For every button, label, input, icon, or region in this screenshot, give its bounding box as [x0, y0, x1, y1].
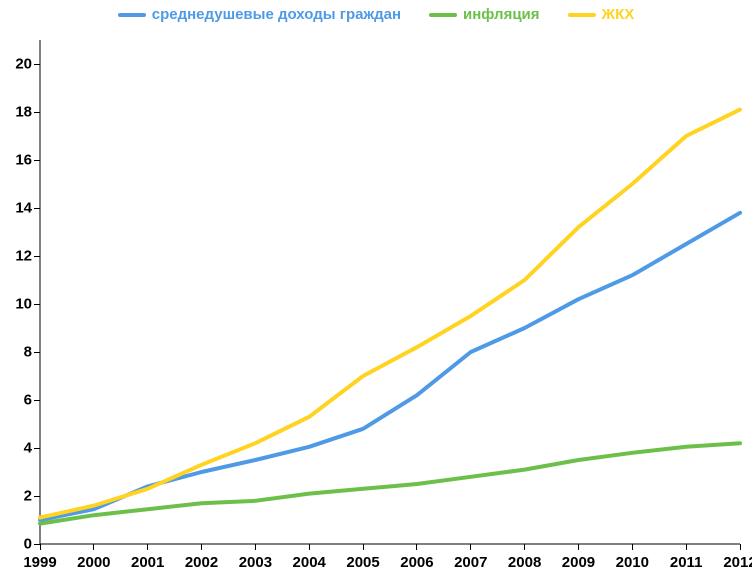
y-tick-label: 16 — [15, 152, 40, 169]
x-tick-label: 2010 — [616, 544, 649, 571]
legend-label: инфляция — [463, 6, 540, 23]
y-tick-label: 14 — [15, 200, 40, 217]
line-chart-svg — [40, 40, 740, 544]
x-tick-label: 2007 — [454, 544, 487, 571]
chart-container: среднедушевые доходы граждан инфляция ЖК… — [0, 0, 752, 576]
plot-area: 0246810121416182019992000200120022003200… — [40, 40, 740, 544]
x-tick-label: 2011 — [670, 544, 703, 571]
x-tick-label: 2000 — [77, 544, 110, 571]
legend-label: ЖКХ — [602, 6, 635, 23]
x-tick-label: 1999 — [23, 544, 56, 571]
x-tick-label: 2004 — [293, 544, 326, 571]
y-tick-label: 2 — [24, 488, 40, 505]
y-tick-label: 12 — [15, 248, 40, 265]
legend-swatch — [568, 13, 596, 17]
y-tick-label: 8 — [24, 344, 40, 361]
x-tick-label: 2001 — [131, 544, 164, 571]
legend: среднедушевые доходы граждан инфляция ЖК… — [0, 6, 752, 23]
y-tick-label: 18 — [15, 104, 40, 121]
legend-swatch — [118, 13, 146, 17]
x-tick-label: 2003 — [239, 544, 272, 571]
legend-label: среднедушевые доходы граждан — [152, 6, 401, 23]
y-tick-label: 20 — [15, 56, 40, 73]
y-tick-label: 4 — [24, 440, 40, 457]
series-line — [40, 443, 740, 523]
x-tick-label: 2006 — [400, 544, 433, 571]
legend-item: среднедушевые доходы граждан — [118, 6, 401, 23]
series-line — [40, 213, 740, 520]
y-tick-label: 10 — [15, 296, 40, 313]
x-tick-label: 2002 — [185, 544, 218, 571]
x-tick-label: 2008 — [508, 544, 541, 571]
legend-item: ЖКХ — [568, 6, 635, 23]
legend-item: инфляция — [429, 6, 540, 23]
series-line — [40, 110, 740, 518]
x-tick-label: 2009 — [562, 544, 595, 571]
x-tick-label: 2012 — [723, 544, 752, 571]
x-tick-label: 2005 — [346, 544, 379, 571]
legend-swatch — [429, 13, 457, 17]
y-tick-label: 6 — [24, 392, 40, 409]
